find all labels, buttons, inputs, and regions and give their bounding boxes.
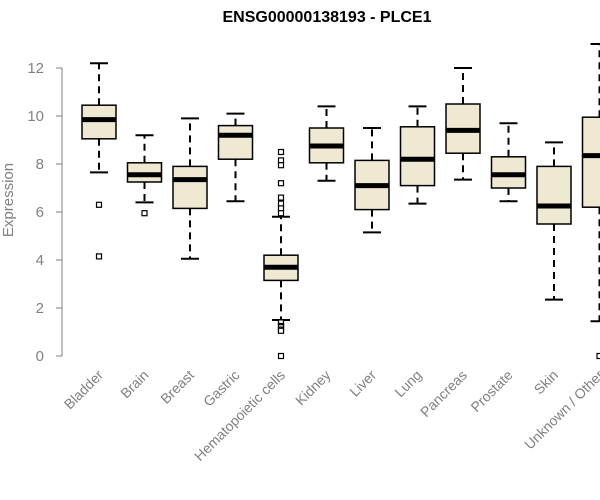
- outlier-point: [95, 253, 103, 260]
- x-tick-label: Bladder: [61, 367, 107, 413]
- y-tick-label: 0: [36, 348, 44, 365]
- outlier-point: [277, 327, 285, 334]
- iqr-box: [536, 165, 572, 225]
- box-prostate: [490, 122, 527, 203]
- box-brain: [126, 134, 163, 217]
- outlier-point: [277, 194, 285, 201]
- box-skin: [536, 141, 572, 301]
- box-breast: [172, 117, 208, 260]
- x-tick-label: Lung: [391, 367, 424, 400]
- box-pancreas: [445, 67, 481, 181]
- box-bladder: [81, 62, 117, 260]
- box-liver: [354, 127, 390, 234]
- x-tick-label: Liver: [346, 367, 379, 400]
- outlier-point: [277, 210, 285, 217]
- iqr-box: [217, 124, 254, 160]
- y-tick-label: 6: [36, 204, 44, 221]
- y-tick-label: 4: [36, 252, 44, 269]
- x-tick-label: Prostate: [467, 367, 515, 415]
- box-kidney: [308, 105, 345, 182]
- outlier-point: [277, 148, 285, 156]
- y-tick-label: 10: [27, 108, 44, 125]
- outlier-point: [141, 210, 148, 217]
- box-lung: [399, 105, 436, 205]
- outlier-point: [95, 201, 103, 208]
- iqr-box: [172, 165, 208, 210]
- outlier-point: [277, 352, 285, 360]
- x-tick-label: Brain: [117, 367, 151, 401]
- y-axis-title: Expression: [0, 163, 17, 237]
- iqr-box: [581, 116, 600, 208]
- iqr-box: [399, 126, 436, 187]
- outlier-point: [277, 162, 285, 169]
- boxes-group: [81, 43, 600, 360]
- outlier-point: [277, 180, 285, 187]
- y-tick-label: 2: [36, 300, 44, 317]
- box-gastric: [217, 112, 254, 203]
- x-tick-label: Breast: [157, 367, 197, 407]
- y-axis: 0 2 4 6 8 10 12: [27, 60, 63, 365]
- x-tick-label: Unknown / Other: [521, 367, 600, 453]
- y-tick-label: 8: [36, 156, 44, 173]
- x-tick-label: Gastric: [200, 367, 243, 410]
- y-tick-label: 12: [27, 60, 44, 77]
- x-tick-label: Hematopoietic cells: [191, 367, 288, 464]
- x-tick-label: Skin: [531, 367, 562, 398]
- x-tick-label: Kidney: [292, 367, 334, 409]
- x-tick-label: Pancreas: [417, 367, 470, 420]
- box-hematopoietic-cells: [263, 148, 299, 360]
- box-unknown-other: [581, 43, 600, 360]
- chart-title: ENSG00000138193 - PLCE1: [222, 9, 431, 26]
